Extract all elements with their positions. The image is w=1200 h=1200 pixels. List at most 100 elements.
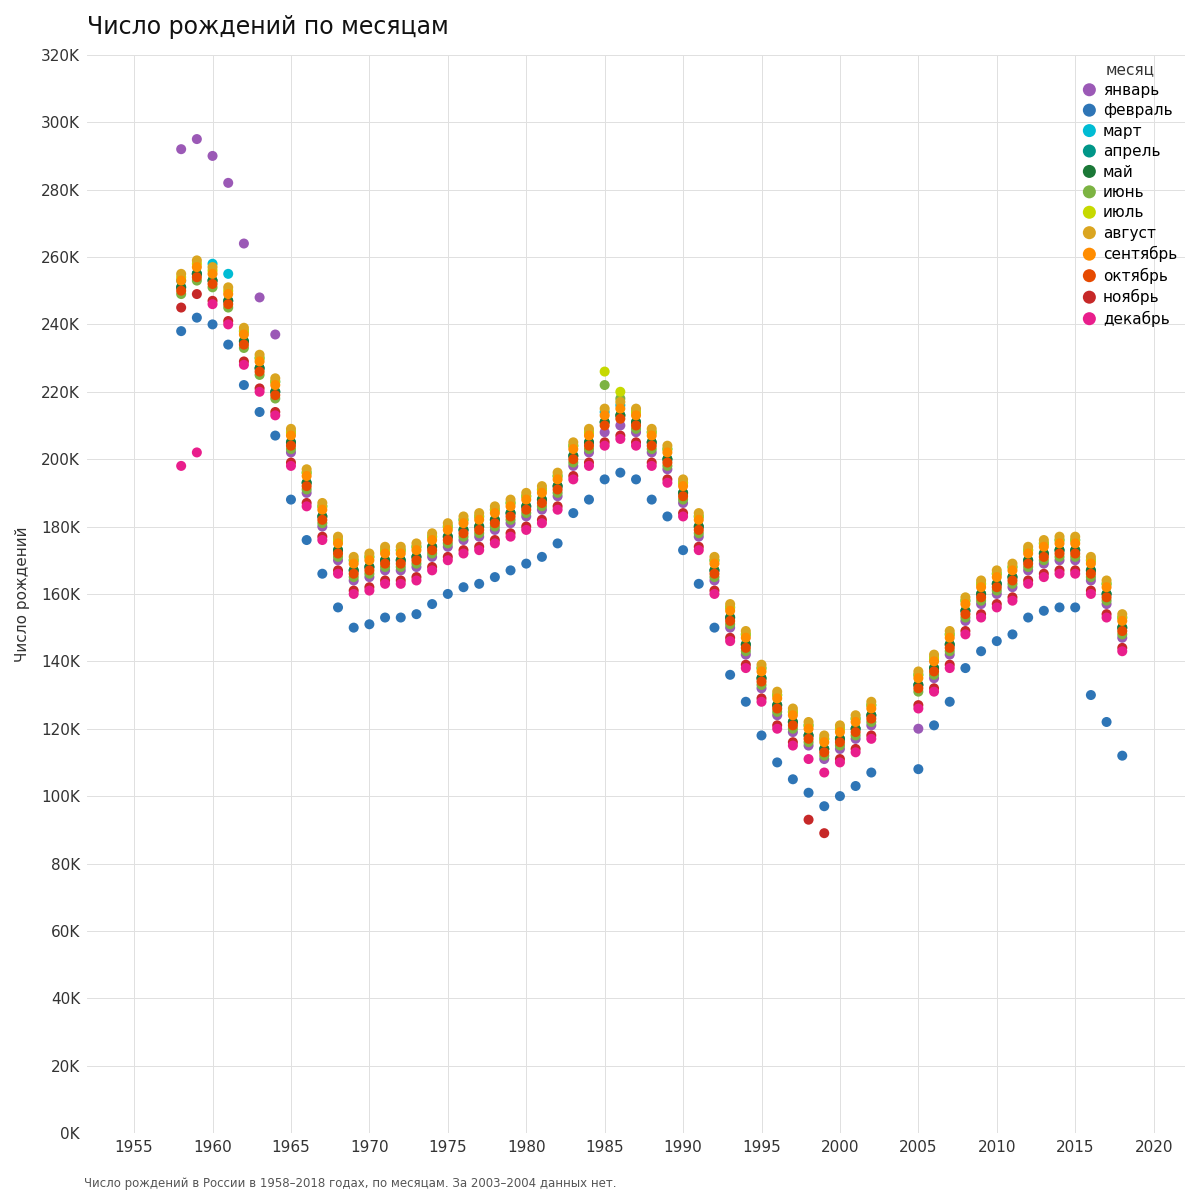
сентябрь: [548, 469, 568, 488]
июнь: [172, 284, 191, 304]
ноябрь: [281, 452, 300, 472]
сентябрь: [972, 577, 991, 596]
декабрь: [988, 598, 1007, 617]
январь: [454, 530, 473, 550]
февраль: [815, 797, 834, 816]
сентябрь: [564, 439, 583, 458]
апрель: [580, 433, 599, 452]
сентябрь: [673, 476, 692, 496]
декабрь: [265, 406, 284, 425]
ноябрь: [203, 292, 222, 311]
декабрь: [1066, 564, 1085, 583]
декабрь: [500, 527, 520, 546]
май: [250, 359, 269, 378]
апрель: [265, 382, 284, 401]
октябрь: [298, 476, 317, 496]
октябрь: [626, 416, 646, 436]
март: [673, 473, 692, 492]
июль: [376, 540, 395, 559]
октябрь: [250, 362, 269, 382]
апрель: [689, 517, 708, 536]
февраль: [862, 763, 881, 782]
январь: [580, 443, 599, 462]
февраль: [784, 769, 803, 788]
май: [265, 382, 284, 401]
июль: [768, 685, 787, 704]
август: [1066, 527, 1085, 546]
июнь: [956, 608, 976, 628]
сентябрь: [815, 732, 834, 751]
ноябрь: [187, 284, 206, 304]
май: [1097, 584, 1116, 604]
октябрь: [344, 564, 364, 583]
август: [908, 662, 928, 682]
август: [580, 419, 599, 438]
август: [1081, 547, 1100, 566]
январь: [768, 706, 787, 725]
август: [564, 433, 583, 452]
июль: [924, 648, 943, 667]
август: [642, 419, 661, 438]
ноябрь: [752, 689, 772, 708]
май: [1081, 560, 1100, 580]
август: [172, 264, 191, 283]
январь: [281, 443, 300, 462]
февраль: [187, 308, 206, 328]
декабрь: [391, 575, 410, 594]
ноябрь: [1112, 638, 1132, 658]
сентябрь: [940, 628, 959, 647]
апрель: [407, 547, 426, 566]
январь: [265, 325, 284, 344]
июль: [1003, 557, 1022, 576]
февраль: [422, 594, 442, 613]
сентябрь: [485, 504, 504, 523]
январь: [298, 484, 317, 503]
январь: [799, 736, 818, 755]
март: [500, 493, 520, 512]
июнь: [673, 490, 692, 509]
октябрь: [1050, 544, 1069, 563]
апрель: [454, 521, 473, 540]
февраль: [500, 560, 520, 580]
май: [972, 584, 991, 604]
октябрь: [1066, 544, 1085, 563]
июнь: [548, 484, 568, 503]
февраль: [988, 631, 1007, 650]
август: [1034, 530, 1054, 550]
октябрь: [218, 294, 238, 313]
май: [752, 668, 772, 688]
март: [580, 422, 599, 442]
ноябрь: [815, 823, 834, 842]
февраль: [846, 776, 865, 796]
октябрь: [673, 487, 692, 506]
июль: [1081, 551, 1100, 570]
январь: [830, 739, 850, 758]
май: [1019, 551, 1038, 570]
август: [846, 706, 865, 725]
август: [768, 682, 787, 701]
июнь: [862, 713, 881, 732]
октябрь: [187, 268, 206, 287]
июнь: [768, 702, 787, 721]
август: [658, 436, 677, 455]
сентябрь: [533, 484, 552, 503]
сентябрь: [862, 698, 881, 718]
август: [533, 476, 552, 496]
май: [704, 560, 724, 580]
сентябрь: [203, 264, 222, 283]
июнь: [329, 547, 348, 566]
январь: [344, 571, 364, 590]
август: [689, 504, 708, 523]
сентябрь: [187, 258, 206, 277]
февраль: [485, 568, 504, 587]
март: [187, 264, 206, 283]
январь: [595, 422, 614, 442]
октябрь: [281, 436, 300, 455]
октябрь: [203, 275, 222, 294]
апрель: [940, 635, 959, 654]
декабрь: [485, 534, 504, 553]
июнь: [626, 419, 646, 438]
февраль: [1019, 608, 1038, 628]
июнь: [187, 271, 206, 290]
сентябрь: [704, 554, 724, 574]
